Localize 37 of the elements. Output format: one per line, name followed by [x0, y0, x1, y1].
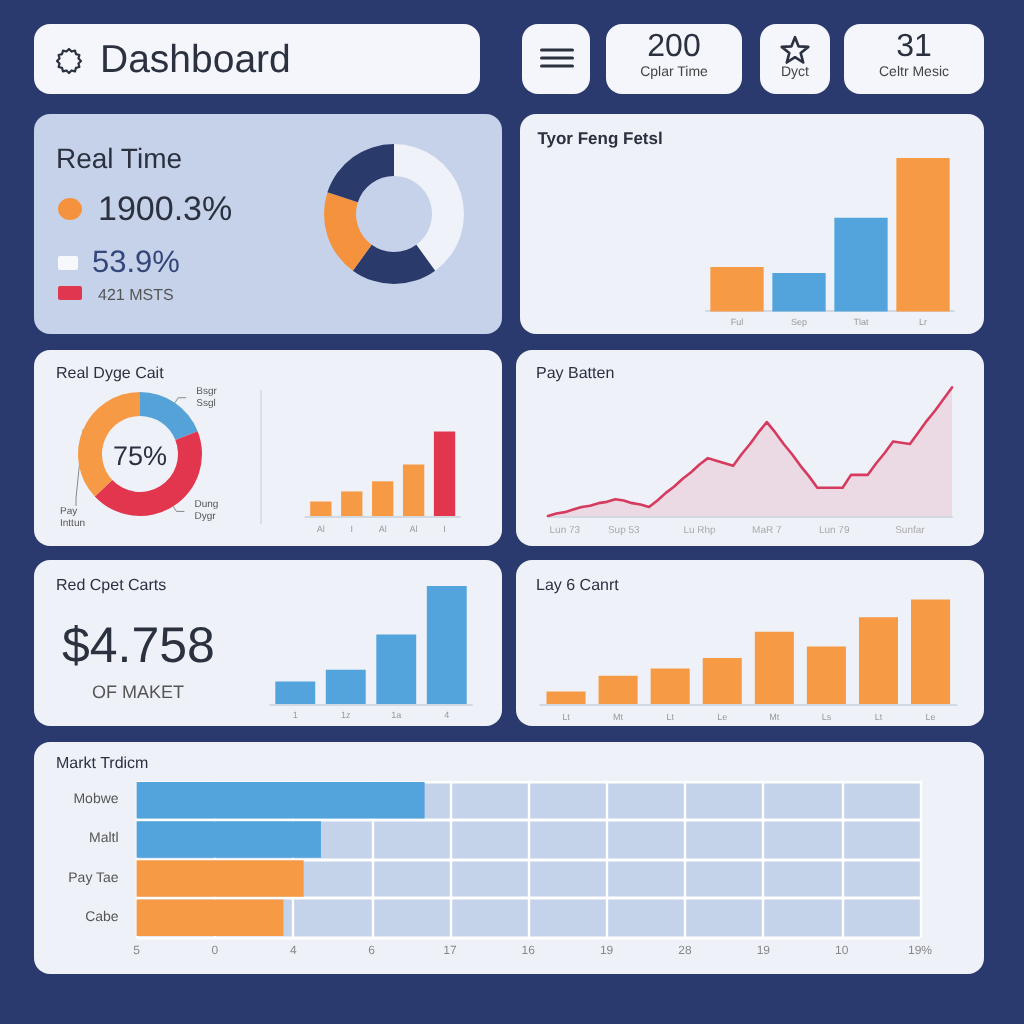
text: 31 [896, 30, 932, 65]
text: 1900.3% [98, 189, 233, 228]
chart-title: Real Time [56, 141, 183, 173]
bar [911, 599, 951, 704]
bar [598, 675, 638, 704]
bar [702, 657, 742, 704]
bar [858, 617, 899, 704]
chart-title: Real Dyge Cait [56, 363, 164, 382]
bar [341, 491, 363, 516]
bar [376, 634, 417, 704]
bar [275, 681, 316, 704]
text: Red Cpet Carts [56, 575, 167, 594]
bar [754, 631, 794, 704]
text: 75% [112, 439, 168, 470]
chart-title: Tyor Feng Fetsl [537, 128, 663, 148]
bar [896, 158, 950, 312]
bar [372, 481, 394, 516]
text: 421 MSTS [98, 286, 174, 304]
bar [806, 646, 846, 704]
bar [834, 217, 888, 312]
bar [426, 586, 467, 704]
chart-title: Pay Batten [536, 363, 615, 382]
bar [433, 431, 456, 516]
bar [402, 464, 425, 516]
text: OF MAKET [92, 681, 185, 702]
bar [310, 501, 332, 516]
chart-title: Markt Trdicm [56, 753, 149, 772]
bar [710, 266, 764, 312]
bar [772, 273, 826, 312]
bar [325, 669, 366, 704]
text: 200 [647, 30, 701, 65]
text: Dashboard [100, 37, 291, 81]
chart-title: Lay 6 Canrt [536, 575, 619, 594]
text: $4.758 [62, 617, 215, 674]
bar [546, 691, 586, 704]
bar [650, 668, 690, 704]
text: 53.9% [92, 245, 180, 280]
